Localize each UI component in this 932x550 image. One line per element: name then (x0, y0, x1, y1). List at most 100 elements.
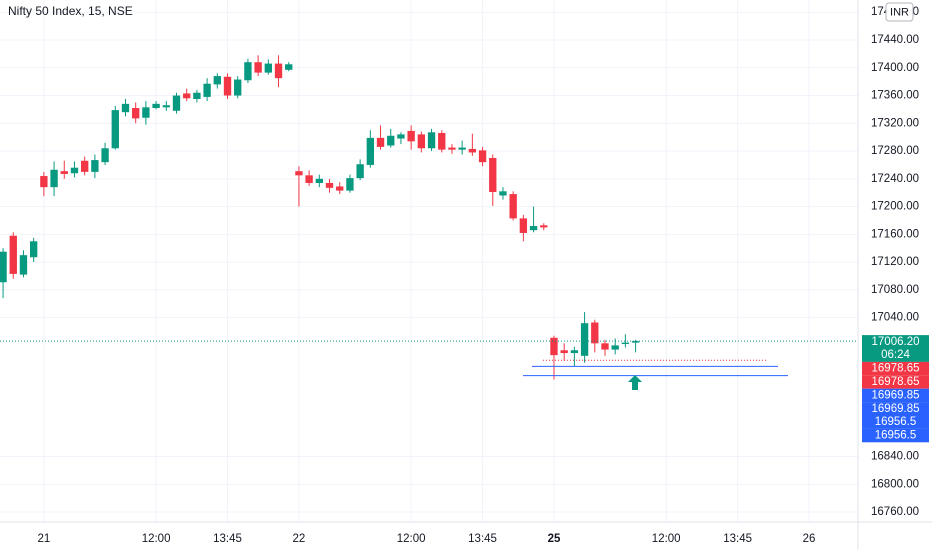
x-tick-label: 21 (37, 533, 50, 545)
price-line-box (862, 415, 929, 429)
y-tick-label: 17200.00 (871, 201, 919, 213)
candle-body (91, 160, 99, 172)
candle-body (478, 150, 487, 163)
candle-body (540, 225, 548, 228)
candle-body (183, 93, 191, 99)
price-line-label: 16956.5 (875, 416, 917, 428)
countdown-label: 06:24 (881, 349, 910, 361)
candle-body (285, 64, 293, 70)
chart-title: Nifty 50 Index, 15, NSE (8, 4, 133, 18)
price-line-label: 16978.65 (872, 376, 920, 388)
candle-body (397, 134, 405, 139)
candle-body (213, 76, 221, 85)
price-line-label: 16969.85 (872, 403, 920, 415)
candle-body (621, 342, 630, 345)
candle-body (60, 171, 68, 174)
candle-body (468, 148, 477, 153)
candle-body (132, 108, 140, 119)
y-tick-label: 17080.00 (871, 284, 919, 296)
candle-body (509, 194, 517, 219)
candle-body (519, 218, 528, 233)
candle-body (325, 182, 334, 188)
candle-body (570, 350, 579, 354)
candle-body (356, 164, 364, 179)
candle-body (264, 63, 272, 73)
candle-body (223, 76, 232, 96)
candle-body (458, 147, 466, 150)
x-tick-label: 22 (293, 533, 306, 545)
candle-body (427, 132, 436, 149)
candle-body (0, 251, 7, 283)
price-line-box (862, 402, 929, 416)
candle-body (336, 186, 344, 191)
candle-body (529, 226, 538, 231)
y-tick-label: 17280.00 (871, 145, 919, 157)
x-tick-label: 12:00 (397, 533, 426, 545)
candle-body (407, 130, 415, 142)
candle-body (295, 171, 303, 176)
y-tick-label: 17440.00 (871, 34, 919, 46)
candle-body (560, 350, 568, 354)
x-tick-label: 13:45 (468, 533, 497, 545)
candle-body (499, 191, 507, 196)
candle-body (40, 176, 48, 188)
candle-body (203, 83, 211, 97)
candle-body (305, 175, 313, 183)
candle-body (274, 63, 283, 79)
candle-body (50, 169, 58, 188)
candle-body (81, 160, 89, 172)
candle-body (234, 79, 242, 96)
y-tick-label: 17120.00 (871, 256, 919, 268)
y-tick-label: 17400.00 (871, 62, 919, 74)
candle-body (387, 135, 395, 146)
currency-label[interactable]: INR (890, 6, 909, 18)
x-tick-label: 12:00 (652, 533, 681, 545)
candle-body (315, 178, 323, 183)
y-tick-label: 17360.00 (871, 90, 919, 102)
y-tick-label: 16840.00 (871, 451, 919, 463)
candle-body (244, 62, 252, 81)
y-tick-label: 16800.00 (871, 478, 919, 490)
candle-body (172, 95, 181, 111)
candle-body (611, 345, 619, 350)
candle-body (580, 323, 589, 356)
y-tick-label: 17160.00 (871, 228, 919, 240)
price-line-label: 16978.65 (872, 363, 920, 375)
candle-body (550, 337, 558, 356)
price-line-box (862, 361, 929, 376)
price-line-box (862, 388, 929, 403)
candle-body (601, 343, 609, 350)
candle-body (376, 137, 385, 147)
candle-body (366, 137, 375, 165)
candle-body (142, 107, 150, 118)
candle-body (193, 92, 201, 99)
candle-body (448, 147, 456, 150)
candle-body (438, 132, 446, 150)
x-tick-label: 25 (548, 533, 561, 545)
x-tick-label: 12:00 (142, 533, 171, 545)
price-line-label: 16969.85 (872, 389, 920, 401)
candle-body (152, 103, 160, 109)
candle-body (489, 157, 497, 193)
currency-button[interactable] (885, 2, 914, 22)
buy-arrow (628, 375, 642, 390)
candle-body (254, 62, 262, 73)
y-tick-label: 16760.00 (871, 506, 919, 518)
candle-body (417, 134, 426, 149)
x-tick-label: 13:45 (723, 533, 752, 545)
candle-body (19, 255, 28, 275)
y-tick-label: 17240.00 (871, 173, 919, 185)
candle-body (101, 148, 109, 163)
candle-body (162, 105, 170, 108)
x-tick-label: 13:45 (213, 533, 242, 545)
y-tick-label: 17320.00 (871, 117, 919, 129)
price-line-box (862, 375, 929, 389)
last-price-box (862, 335, 929, 362)
price-line-box (862, 428, 929, 443)
candle-body (70, 167, 79, 174)
x-tick-label: 26 (803, 533, 816, 545)
candle-body (111, 110, 119, 149)
y-tick-label: 17040.00 (871, 312, 919, 324)
